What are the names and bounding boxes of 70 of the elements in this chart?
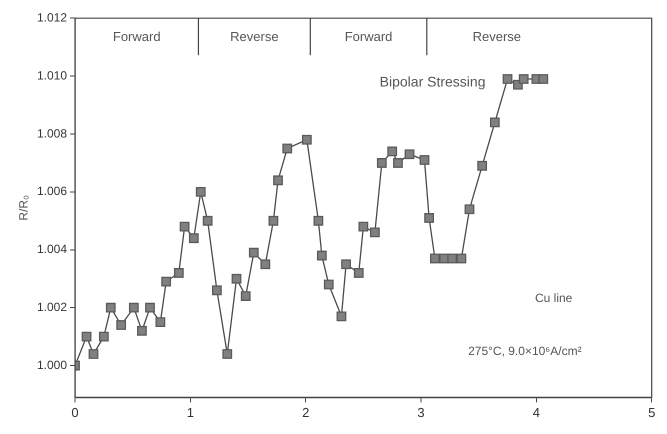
point [222, 349, 232, 359]
annotation: 275°C, 9.0×10⁶A/cm² [468, 344, 582, 358]
point [336, 311, 346, 322]
point [196, 186, 206, 197]
point [490, 118, 500, 128]
point [302, 134, 312, 145]
point [430, 254, 440, 264]
point [316, 250, 327, 260]
point [424, 213, 434, 223]
point [439, 254, 449, 264]
point [106, 302, 116, 313]
point [128, 302, 139, 313]
point [260, 259, 270, 270]
point [202, 216, 213, 226]
y-tick-label: 1.002 [37, 300, 68, 314]
point [282, 144, 292, 154]
point [456, 254, 466, 264]
point [518, 74, 529, 84]
point [538, 74, 548, 84]
x-tick-label: 4 [532, 404, 540, 420]
point [232, 274, 242, 284]
point [137, 326, 147, 336]
x-tick-label: 0 [71, 404, 79, 420]
point [273, 175, 283, 186]
point [420, 155, 430, 165]
point [248, 248, 259, 258]
y-tick-label: 1.012 [37, 10, 68, 25]
point [447, 254, 458, 264]
y-axis-title: R/R₀ [16, 194, 30, 221]
y-tick-label: 1.000 [37, 358, 68, 372]
x-tick-label: 5 [648, 404, 656, 420]
y-tick-label: 1.006 [37, 184, 68, 198]
annotation: Bipolar Stressing [380, 74, 486, 90]
point [387, 146, 398, 156]
point [313, 216, 324, 226]
point [268, 216, 278, 226]
point [358, 222, 368, 232]
annotation: Cu line [534, 291, 573, 306]
point [376, 158, 387, 168]
x-tick-label: 1 [186, 404, 194, 420]
point [174, 268, 184, 278]
point [354, 268, 364, 278]
point [88, 349, 98, 359]
point [155, 317, 166, 328]
point [188, 233, 199, 244]
x-tick-label: 2 [302, 404, 310, 420]
annotation: Reverse [472, 28, 522, 44]
point [180, 222, 190, 232]
y-tick-label: 1.008 [37, 126, 68, 140]
x-tick-label: 3 [417, 404, 425, 420]
point [98, 332, 109, 342]
point [161, 276, 172, 287]
annotation: Forward [344, 28, 392, 44]
point [212, 285, 222, 296]
y-tick-label: 1.010 [37, 68, 68, 82]
point [464, 204, 474, 214]
point [240, 291, 251, 301]
y-tick-label: 1.004 [37, 242, 68, 256]
point [145, 302, 155, 313]
point [404, 149, 414, 160]
point [116, 320, 126, 330]
point [393, 158, 403, 168]
point [477, 160, 488, 171]
point [370, 228, 380, 238]
annotation: Reverse [230, 28, 279, 44]
point [502, 74, 512, 84]
point [82, 332, 92, 342]
point [341, 259, 351, 270]
annotation: Forward [112, 28, 161, 44]
point [324, 280, 334, 290]
